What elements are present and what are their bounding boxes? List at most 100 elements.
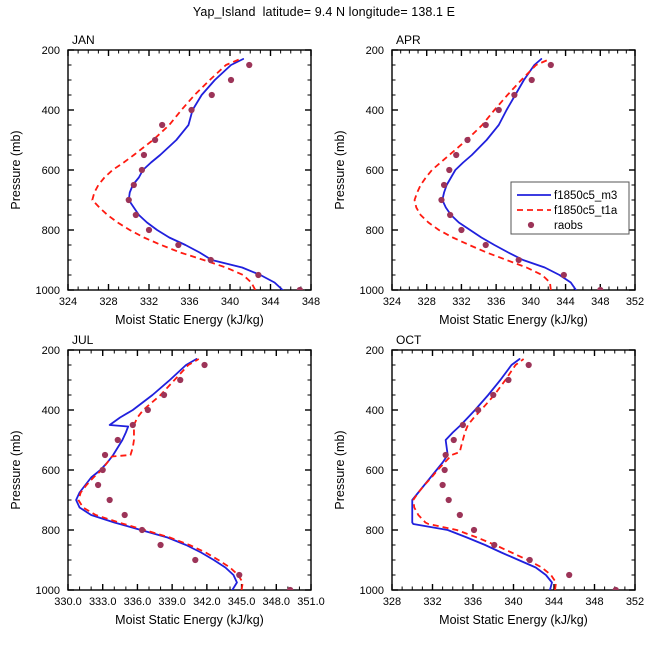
observation-dot xyxy=(612,586,619,590)
panel-jan: 324 328 332 336 340 344 348 200 400 600 800 1000 JAN… xyxy=(9,33,320,327)
x-tick-label: 332 xyxy=(423,596,441,608)
observation-dot xyxy=(125,196,132,204)
x-tick-label: 352 xyxy=(626,596,644,608)
plot-frame xyxy=(67,49,312,291)
x-tick-label: 332 xyxy=(140,296,158,308)
panel-oct: 328 332 336 340 344 348 352 200 400 600 800 1000 OCT… xyxy=(333,333,644,627)
observation-dot xyxy=(129,421,136,429)
y-tick-label: 200 xyxy=(42,345,60,357)
observation-dot xyxy=(188,106,195,114)
y-tick-label: 1000 xyxy=(36,285,60,297)
observation-dot xyxy=(132,211,139,219)
x-tick-label: 330.0 xyxy=(54,596,82,608)
observation-dot xyxy=(236,571,243,579)
observation-dot xyxy=(597,286,604,290)
y-tick-label: 200 xyxy=(42,45,60,57)
observation-dot xyxy=(192,556,199,564)
observation-dot xyxy=(159,121,166,129)
observation-dot xyxy=(495,106,502,114)
x-tick-label: 339.0 xyxy=(158,596,186,608)
observation-dot xyxy=(246,61,253,69)
observation-dot xyxy=(296,286,303,290)
observation-dot xyxy=(440,181,448,189)
x-tick-label: 336 xyxy=(487,296,505,308)
x-tick-label: 340 xyxy=(221,296,239,308)
observation-dot xyxy=(106,496,113,504)
x-tick-label: 348.0 xyxy=(263,596,291,608)
x-axis-title: Moist Static Energy (kJ/kg) xyxy=(115,613,264,627)
y-tick-label: 400 xyxy=(366,405,384,417)
observation-dot xyxy=(201,361,208,369)
observation-dot xyxy=(114,436,121,444)
y-tick-label: 600 xyxy=(366,465,384,477)
legend-swatch-raobs xyxy=(527,221,535,229)
figure-title: Yap_Island latitude= 9.4 N longitude= 13… xyxy=(192,5,456,19)
x-tick-label: 345.0 xyxy=(228,596,256,608)
observation-dot xyxy=(138,166,146,174)
x-tick-label: 348 xyxy=(585,596,603,608)
y-tick-label: 1000 xyxy=(360,285,384,297)
x-tick-label: 332 xyxy=(452,296,470,308)
x-tick-label: 324 xyxy=(383,296,401,308)
legend-label: raobs xyxy=(554,220,583,232)
x-tick-label: 328 xyxy=(99,296,117,308)
y-tick-label: 800 xyxy=(366,225,384,237)
observation-dot xyxy=(99,466,106,474)
observation-dot xyxy=(566,571,573,579)
y-tick-label: 800 xyxy=(42,525,60,537)
series-line-t1a xyxy=(91,58,257,290)
x-axis-title: Moist Static Energy (kJ/kg) xyxy=(115,313,264,327)
x-tick-label: 333.0 xyxy=(89,596,117,608)
observation-dot xyxy=(456,511,463,519)
observation-dot xyxy=(175,241,182,249)
panel-apr: 324 328 332 336 340 344 348 352 200 400 600 800 1000… xyxy=(333,33,644,327)
panel-jul: 330.0 333.0 336.0 339.0 342.0 345.0 348.0 351.0… xyxy=(9,333,325,627)
x-tick-label: 352 xyxy=(626,296,644,308)
observation-dot xyxy=(450,436,457,444)
observation-dot xyxy=(482,121,489,129)
series-line-t1a xyxy=(413,58,552,290)
x-tick-label: 344 xyxy=(261,296,279,308)
y-tick-label: 600 xyxy=(42,165,60,177)
observation-dot xyxy=(560,271,567,279)
panel-title: APR xyxy=(396,33,421,47)
observation-dot xyxy=(227,76,235,84)
x-tick-label: 336.0 xyxy=(124,596,152,608)
observation-dot xyxy=(441,466,448,474)
observation-dot xyxy=(157,541,164,549)
x-tick-label: 336 xyxy=(180,296,198,308)
series-line-m3 xyxy=(127,58,284,290)
y-tick-label: 600 xyxy=(42,465,60,477)
observation-dot xyxy=(438,196,445,204)
y-tick-label: 1000 xyxy=(360,585,384,597)
observation-dot xyxy=(208,91,215,99)
x-tick-label: 336 xyxy=(464,596,482,608)
observation-dot xyxy=(138,526,146,534)
observation-dot xyxy=(490,391,497,399)
y-tick-label: 400 xyxy=(366,105,384,117)
observation-dot xyxy=(470,526,478,534)
panel-title: JUL xyxy=(72,333,94,347)
x-tick-label: 340 xyxy=(522,296,540,308)
legend-label: f1850c5_m3 xyxy=(554,190,617,202)
series-line-t1a xyxy=(77,358,244,590)
observation-dot xyxy=(474,406,482,414)
observation-dot xyxy=(439,481,446,489)
observation-dot xyxy=(101,451,109,459)
observation-dot xyxy=(453,151,460,159)
y-tick-label: 400 xyxy=(42,405,60,417)
y-tick-label: 600 xyxy=(366,165,384,177)
y-axis-title: Pressure (mb) xyxy=(333,130,347,209)
x-axis-title: Moist Static Energy (kJ/kg) xyxy=(439,313,588,327)
y-tick-label: 400 xyxy=(42,105,60,117)
y-axis-title: Pressure (mb) xyxy=(9,130,23,209)
plot-frame xyxy=(391,349,636,591)
observation-dot xyxy=(140,151,148,159)
panel-title: OCT xyxy=(396,333,422,347)
y-tick-label: 200 xyxy=(366,345,384,357)
observation-dot xyxy=(177,376,184,384)
x-tick-label: 344 xyxy=(556,296,574,308)
x-axis-title: Moist Static Energy (kJ/kg) xyxy=(439,613,588,627)
